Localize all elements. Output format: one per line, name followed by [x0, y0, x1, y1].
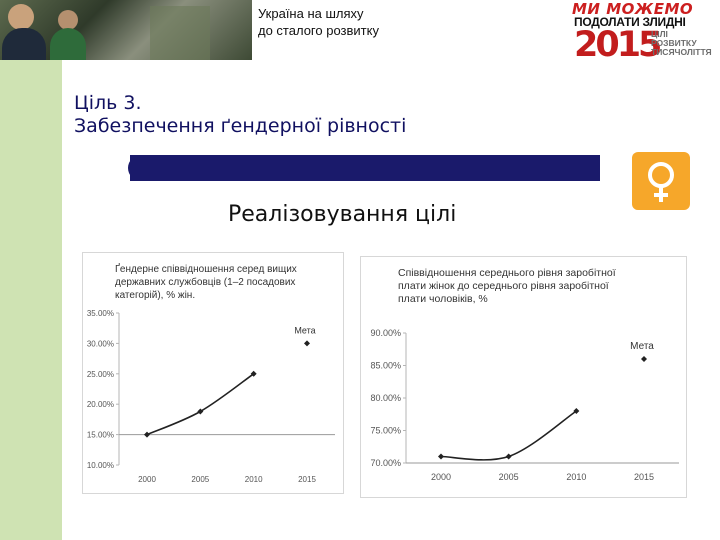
chart-2-title: Співвідношення середнього рівня заробітн…: [398, 267, 616, 305]
y-tick-label: 85.00%: [370, 361, 401, 371]
goal-title: Ціль 3. Забезпечення ґендерної рівності: [74, 92, 406, 138]
venus-icon: [648, 162, 674, 202]
logo-goals: ЦІЛІ РОЗВИТКУ ТИСЯЧОЛІТТЯ: [651, 29, 712, 57]
venus-badge: [632, 152, 690, 210]
title-bar: [130, 155, 600, 181]
data-point: [197, 408, 204, 415]
x-tick-label: 2015: [298, 475, 316, 484]
data-point: [250, 370, 257, 377]
header-line-2: до сталого розвитку: [258, 23, 379, 38]
header-photo: [0, 0, 252, 60]
x-tick-label: 2010: [566, 472, 586, 482]
header-caption: Україна на шляху до сталого розвитку: [258, 5, 379, 39]
y-tick-label: 80.00%: [370, 393, 401, 403]
logo-tagline: МИ МОЖЕМО: [572, 0, 694, 18]
goal-number: Ціль 3.: [74, 92, 142, 114]
x-tick-label: 2000: [431, 472, 451, 482]
mdg-logo: МИ МОЖЕМО ПОДОЛАТИ ЗЛИДНІ 2015 ЦІЛІ РОЗВ…: [572, 0, 712, 66]
x-tick-label: 2000: [138, 475, 156, 484]
y-tick-label: 20.00%: [87, 400, 114, 409]
y-tick-label: 30.00%: [87, 339, 114, 348]
x-tick-label: 2005: [499, 472, 519, 482]
left-decor-strip: [0, 60, 62, 540]
y-tick-label: 15.00%: [87, 431, 114, 440]
data-point: [438, 453, 444, 460]
chart-senior-officials: Ґендерне співвідношення серед вищих держ…: [82, 252, 344, 494]
target-point: [641, 356, 647, 362]
data-point: [573, 408, 580, 414]
x-tick-label: 2015: [634, 472, 654, 482]
chart-2-plot: 70.00% 75.00% 80.00% 85.00% 90.00% 2000 2005 20…: [370, 328, 679, 482]
series-line: [440, 410, 577, 461]
chart-wage-ratio: Співвідношення середнього рівня заробітн…: [360, 256, 687, 498]
y-tick-label: 10.00%: [87, 461, 114, 470]
data-point: [505, 453, 512, 460]
y-tick-label: 70.00%: [370, 458, 401, 468]
y-tick-label: 75.00%: [370, 426, 401, 436]
y-tick-label: 90.00%: [370, 328, 401, 338]
header-line-1: Україна на шляху: [258, 6, 364, 21]
x-tick-label: 2005: [191, 475, 209, 484]
goal-name: Забезпечення ґендерної рівності: [74, 115, 407, 137]
target-label: Мета: [630, 341, 654, 352]
data-point: [144, 431, 150, 438]
series-line: [146, 373, 255, 436]
chart-1-title: Ґендерне співвідношення серед вищих держ…: [115, 264, 297, 301]
y-tick-label: 35.00%: [87, 309, 114, 318]
x-tick-label: 2010: [245, 475, 263, 484]
logo-line-2: ПОДОЛАТИ ЗЛИДНІ: [574, 15, 686, 29]
target-label: Мета: [294, 325, 315, 335]
chart-1-plot: 10.00% 15.00% 20.00% 25.00% 30.00% 35.00% 2000…: [87, 309, 335, 484]
logo-year: 2015: [574, 25, 662, 65]
target-point: [304, 340, 310, 347]
y-tick-label: 25.00%: [87, 370, 114, 379]
section-subtitle: Реалізовування цілі: [228, 202, 457, 227]
